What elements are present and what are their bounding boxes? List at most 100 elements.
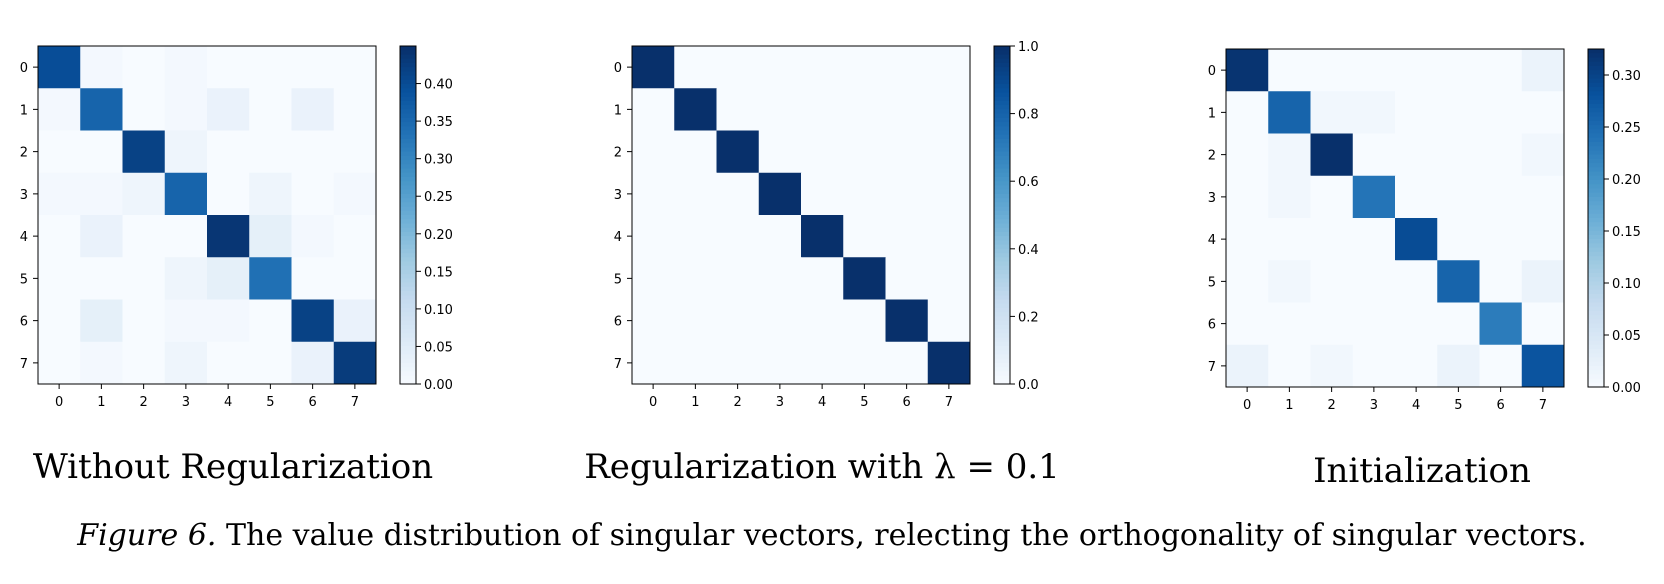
colorbar-slice xyxy=(1588,277,1604,282)
colorbar-slice xyxy=(400,198,416,203)
heatmap-cell xyxy=(1310,91,1354,134)
caption-label: Figure 6. xyxy=(77,518,217,553)
colorbar-slice xyxy=(1588,209,1604,215)
colorbar-slice xyxy=(994,62,1010,68)
colorbar-slice xyxy=(400,58,416,64)
heatmap-cell xyxy=(164,172,208,216)
colorbar-slice xyxy=(994,143,1010,148)
heatmap-cell xyxy=(927,130,971,174)
colorbar-tick-label: 0.8 xyxy=(1018,108,1039,123)
colorbar-slice xyxy=(994,202,1010,208)
colorbar-slice xyxy=(400,155,416,161)
colorbar-slice xyxy=(994,227,1010,233)
colorbar-slice xyxy=(994,320,1010,326)
colorbar-slice xyxy=(400,324,416,330)
heatmap-cell xyxy=(716,341,760,385)
heatmap-cell xyxy=(249,299,292,343)
colorbar-slice xyxy=(400,236,416,241)
x-tick-label: 5 xyxy=(266,395,274,410)
heatmap-cell xyxy=(843,130,886,174)
heatmap-cell xyxy=(1479,218,1523,261)
colorbar-slice xyxy=(1588,289,1604,295)
heatmap-cell xyxy=(1437,133,1480,177)
colorbar-slice xyxy=(400,117,416,123)
colorbar-tick-label: 0.40 xyxy=(424,78,453,93)
heatmap-cell xyxy=(632,172,675,216)
colorbar-tick-label: 0.30 xyxy=(424,153,453,168)
heatmap-panels: 0 1 2 3 4 5 6 7012345670.000.050.100.150.200.25… xyxy=(20,40,1641,491)
colorbar-slice xyxy=(994,155,1010,161)
colorbar-slice xyxy=(994,130,1010,136)
heatmap-cell xyxy=(1352,49,1396,92)
x-tick-label: 0 xyxy=(649,395,657,410)
y-tick-label: 6 xyxy=(614,315,622,330)
heatmap-cell xyxy=(249,341,292,385)
heatmap-cell xyxy=(207,299,250,343)
heatmap-cell xyxy=(1268,302,1311,346)
colorbar-slice xyxy=(400,62,416,68)
heatmap-cell xyxy=(885,46,929,89)
y-tick-label: 5 xyxy=(614,272,622,287)
colorbar-slice xyxy=(1588,353,1604,359)
colorbar-slice xyxy=(400,278,416,284)
colorbar-slice xyxy=(994,295,1010,301)
heatmap-cell xyxy=(164,88,208,131)
heatmap-cell xyxy=(207,172,250,216)
colorbar-slice xyxy=(400,240,416,246)
heatmap-cell xyxy=(632,341,675,385)
heatmap-cell xyxy=(38,130,81,174)
colorbar-tick-label: 0.05 xyxy=(1612,329,1641,344)
colorbar-slice xyxy=(1588,365,1604,371)
heatmap-cell xyxy=(1268,133,1311,177)
heatmap-cell xyxy=(122,341,166,385)
figure-caption: Figure 6. The value distribution of sing… xyxy=(0,518,1664,553)
colorbar-1: 0.0 0.2 0.4 0.6 0.8 1.0 xyxy=(993,40,1039,393)
colorbar-slice xyxy=(400,46,416,51)
colorbar-slice xyxy=(400,202,416,208)
heatmap-frame xyxy=(37,45,377,385)
colorbar-slice xyxy=(994,253,1010,258)
colorbar-slice xyxy=(400,295,416,301)
colorbar-slice xyxy=(1588,302,1604,308)
heatmap-cell xyxy=(758,46,802,89)
colorbar-slice xyxy=(994,100,1010,106)
heatmap-cell xyxy=(122,46,166,89)
heatmap-cell xyxy=(801,130,844,174)
heatmap-cell xyxy=(1352,260,1396,303)
colorbar-slice xyxy=(1588,306,1604,312)
heatmap-cell xyxy=(843,46,886,89)
heatmap-cell xyxy=(1268,175,1311,219)
colorbar-tick-label: 0.20 xyxy=(424,228,453,243)
colorbar-slice xyxy=(400,189,416,195)
colorbar-slice xyxy=(400,257,416,263)
colorbar-slice xyxy=(994,160,1010,165)
colorbar-slice xyxy=(994,176,1010,182)
colorbar-slice xyxy=(1588,323,1604,329)
heatmap-cell xyxy=(1268,91,1311,134)
colorbar-slice xyxy=(400,350,416,356)
colorbar-slice xyxy=(400,126,416,132)
heatmap-cell xyxy=(801,215,844,258)
colorbar-slice xyxy=(400,160,416,165)
colorbar-slice xyxy=(994,71,1010,77)
colorbar-slice xyxy=(994,122,1010,127)
colorbar-slice xyxy=(400,231,416,237)
colorbar-slice xyxy=(1588,91,1604,97)
heatmap-cell xyxy=(1226,175,1269,219)
heatmap-cell xyxy=(716,257,760,300)
x-tick-label: 6 xyxy=(308,395,316,410)
colorbar-tick-label: 0.25 xyxy=(1612,121,1641,136)
colorbar-slice xyxy=(994,206,1010,212)
colorbar-slice xyxy=(994,371,1010,377)
heatmap-cell xyxy=(38,341,81,385)
colorbar-tick-label: 0.15 xyxy=(424,265,453,280)
colorbar-slice xyxy=(994,303,1010,309)
colorbar-slice xyxy=(1588,230,1604,236)
heatmap-cell xyxy=(843,257,886,300)
colorbar-slice xyxy=(994,358,1010,364)
colorbar-slice xyxy=(994,223,1010,229)
heatmap-cell xyxy=(927,257,971,300)
heatmap-cell xyxy=(801,172,844,216)
y-tick-label: 0 xyxy=(614,61,622,76)
heatmap-cell xyxy=(632,299,675,343)
